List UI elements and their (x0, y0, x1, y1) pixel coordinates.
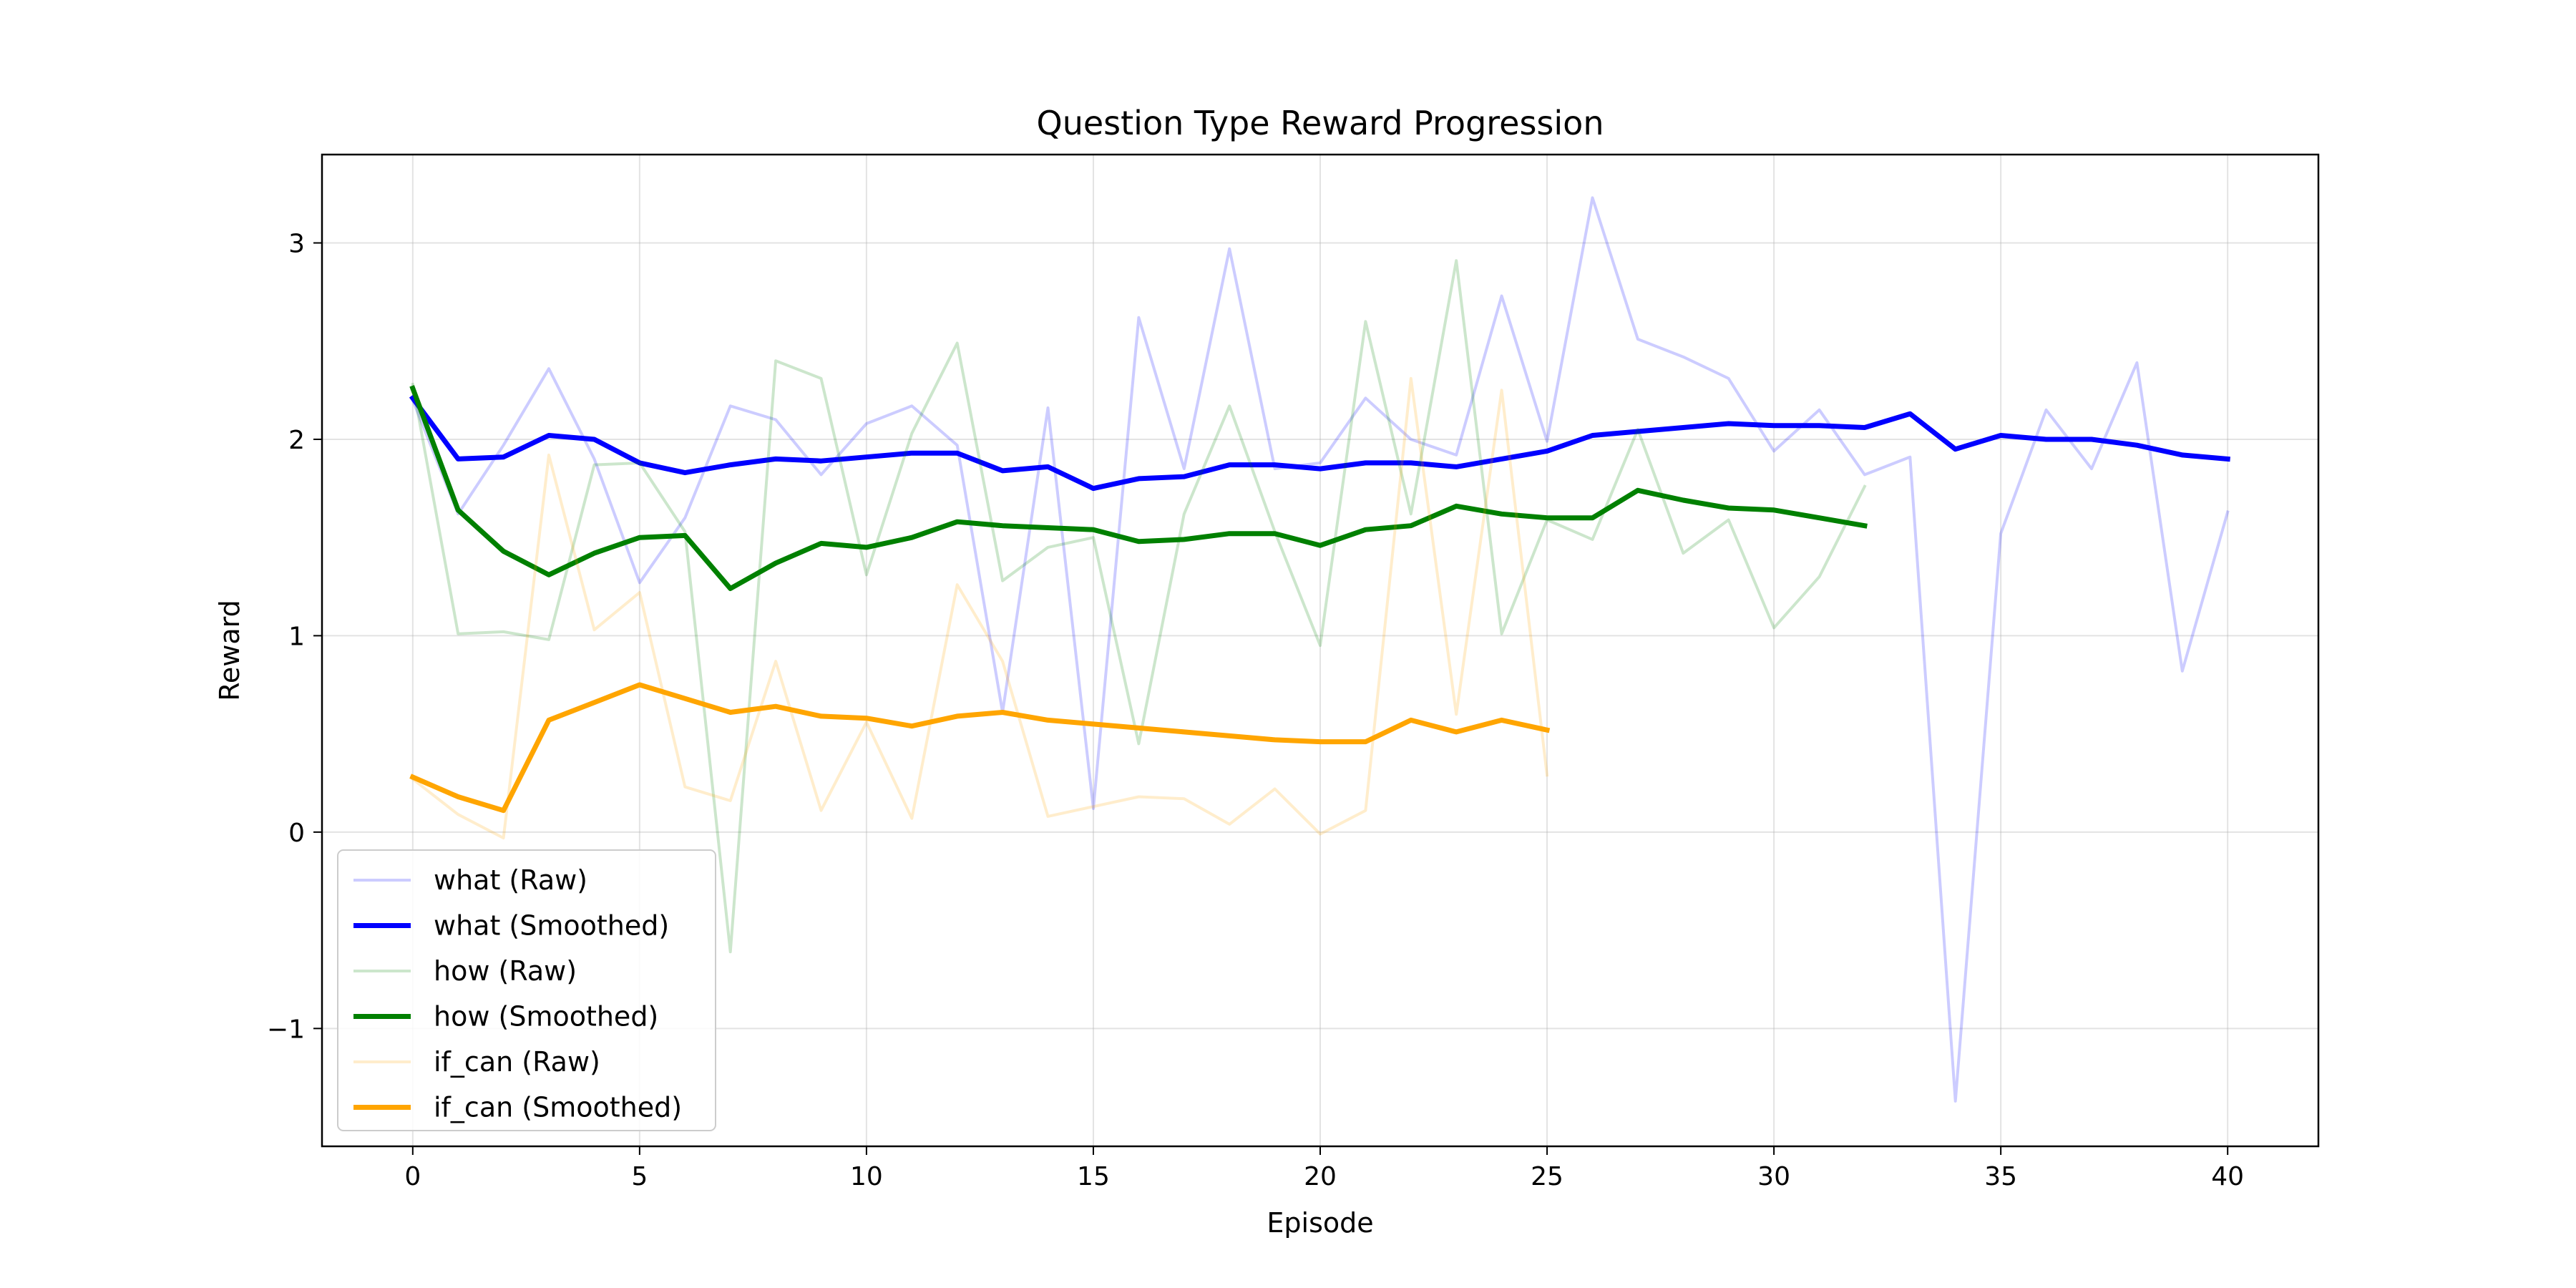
x-tick-label: 15 (1077, 1162, 1110, 1191)
ticks: 0 5 10 15 20 25 30 35 40 −1 0 1 2 3 (267, 230, 2244, 1191)
series-line-what-raw (411, 196, 2230, 1103)
legend-label-what-smoothed: what (Smoothed) (434, 910, 669, 942)
series-line-if-can-smoothed (409, 682, 1551, 814)
series-line-what-smoothed (409, 394, 2230, 492)
x-tick-label: 25 (1531, 1162, 1563, 1191)
legend-label-if-can-smoothed: if_can (Smoothed) (434, 1092, 682, 1123)
x-tick-label: 5 (631, 1162, 648, 1191)
x-tick-label: 10 (850, 1162, 883, 1191)
series-line-how-raw (411, 259, 1867, 954)
x-tick-label: 0 (404, 1162, 421, 1191)
legend-label-how-raw: how (Raw) (434, 955, 577, 987)
series-lines (409, 196, 2230, 1103)
chart-title: Question Type Reward Progression (1037, 104, 1604, 142)
y-tick-label: 0 (288, 819, 305, 848)
y-tick-label: 3 (288, 230, 305, 259)
legend-label-if-can-raw: if_can (Raw) (434, 1046, 600, 1078)
x-tick-label: 20 (1304, 1162, 1337, 1191)
y-tick-label: 2 (288, 426, 305, 455)
legend: what (Raw) what (Smoothed) how (Raw) how (S… (337, 849, 716, 1131)
grid (322, 155, 2318, 1146)
series-line-how-smoothed (409, 385, 1868, 591)
x-tick-label: 35 (1984, 1162, 2017, 1191)
x-axis-label: Episode (1267, 1207, 1373, 1239)
y-tick-label: 1 (288, 622, 305, 651)
legend-label-what-raw: what (Raw) (434, 864, 587, 896)
y-axis-label: Reward (214, 600, 245, 701)
legend-label-how-smoothed: how (Smoothed) (434, 1001, 658, 1033)
series-line-if-can-raw (410, 376, 1549, 840)
x-tick-label: 40 (2211, 1162, 2244, 1191)
legend-box (337, 849, 716, 1131)
y-tick-label: −1 (267, 1015, 305, 1044)
x-tick-label: 30 (1757, 1162, 1790, 1191)
